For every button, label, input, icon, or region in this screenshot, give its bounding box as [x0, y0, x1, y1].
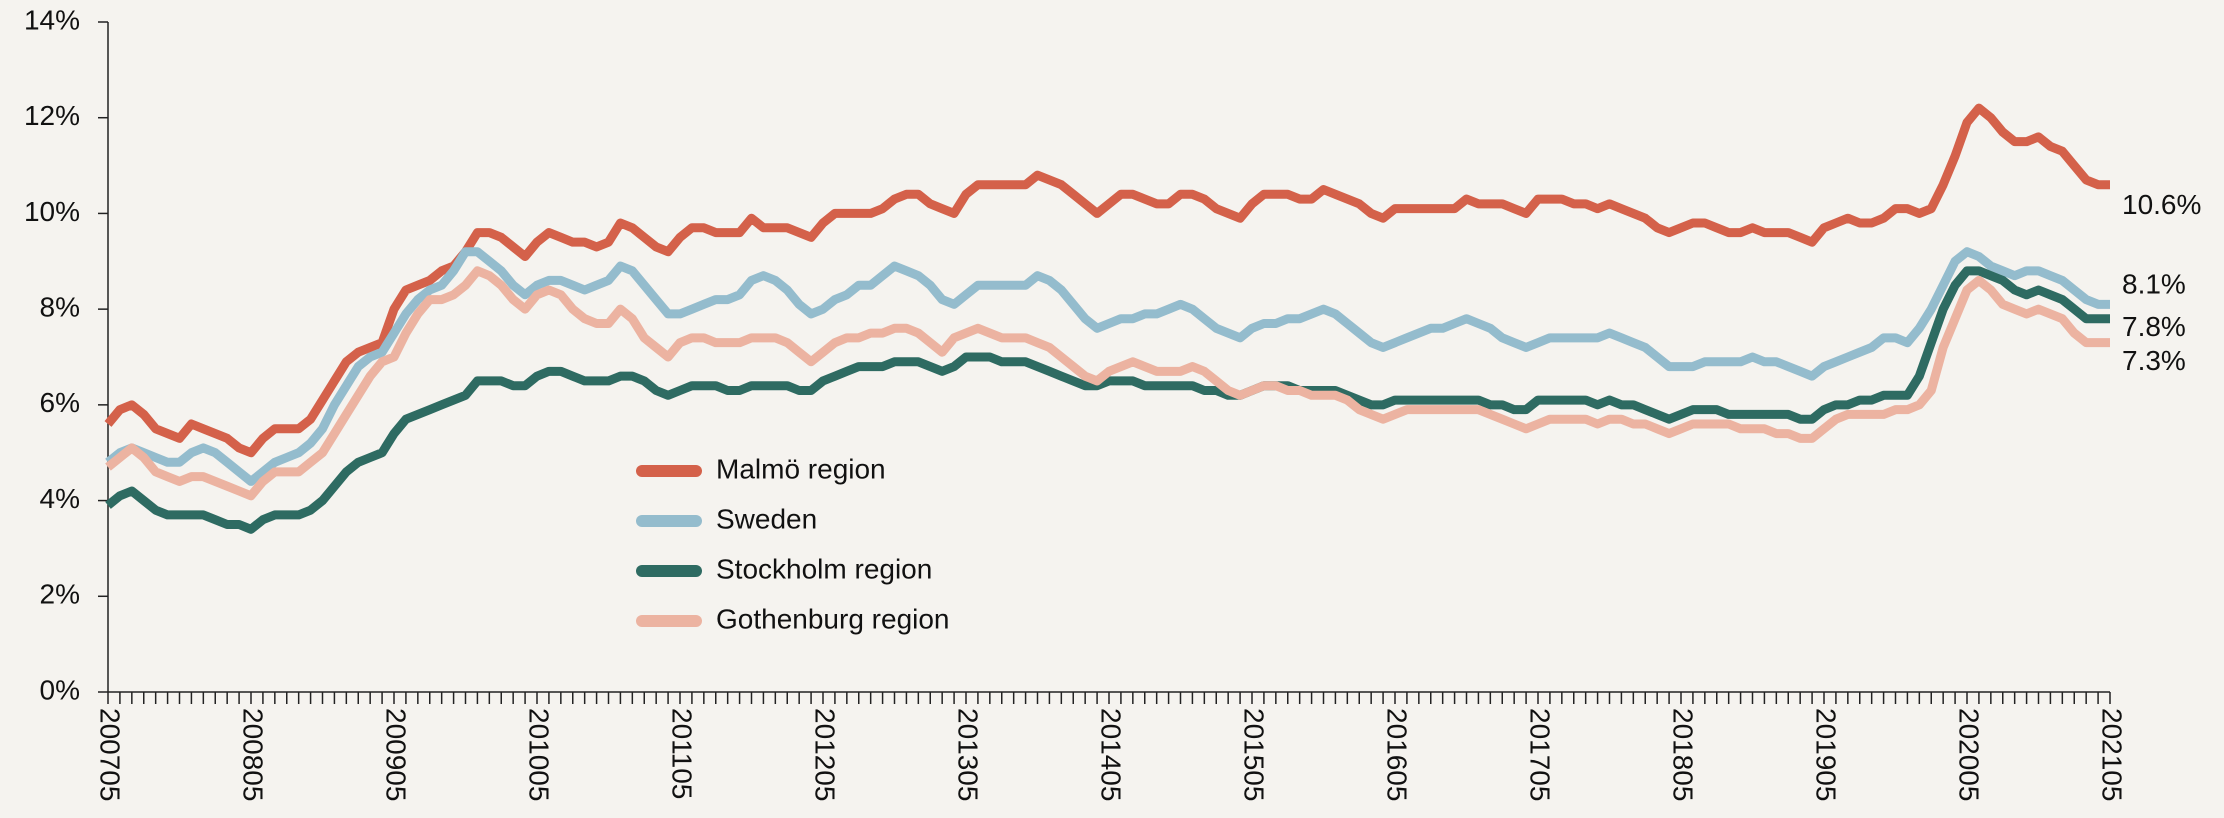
y-tick-label: 0%: [40, 674, 80, 705]
x-tick-label: 201205: [810, 708, 841, 801]
x-tick-label: 201905: [1811, 708, 1842, 801]
x-tick-label: 201305: [953, 708, 984, 801]
x-tick-label: 201105: [667, 708, 698, 799]
x-tick-label: 201005: [524, 708, 555, 801]
x-tick-label: 201705: [1525, 708, 1556, 801]
legend-label: Stockholm region: [716, 553, 932, 584]
y-tick-label: 8%: [40, 292, 80, 323]
legend-label: Sweden: [716, 503, 817, 534]
x-tick-label: 200905: [381, 708, 412, 801]
y-tick-label: 4%: [40, 483, 80, 514]
x-tick-label: 201505: [1239, 708, 1270, 801]
line-series: [105, 247, 2110, 486]
line-series: [105, 266, 2110, 534]
y-tick-label: 12%: [24, 100, 80, 131]
legend-label: Gothenburg region: [716, 603, 950, 634]
y-tick-label: 2%: [40, 579, 80, 610]
x-tick-label: 200805: [238, 708, 269, 801]
x-tick-label: 202005: [1954, 708, 1985, 801]
end-label: 7.3%: [2122, 345, 2186, 376]
end-label: 7.8%: [2122, 311, 2186, 342]
line-series: [104, 103, 2110, 458]
end-label: 10.6%: [2122, 189, 2201, 220]
x-tick-label: 200705: [95, 708, 126, 801]
x-tick-label: 201405: [1096, 708, 1127, 801]
x-tick-label: 202105: [2097, 708, 2128, 801]
y-tick-label: 14%: [24, 4, 80, 35]
end-label: 8.1%: [2122, 269, 2186, 300]
legend-label: Malmö region: [716, 453, 886, 484]
y-tick-label: 6%: [40, 387, 80, 418]
line-series: [105, 266, 2110, 501]
y-tick-label: 10%: [24, 196, 80, 227]
x-tick-label: 201605: [1382, 708, 1413, 801]
x-tick-label: 201805: [1668, 708, 1699, 801]
